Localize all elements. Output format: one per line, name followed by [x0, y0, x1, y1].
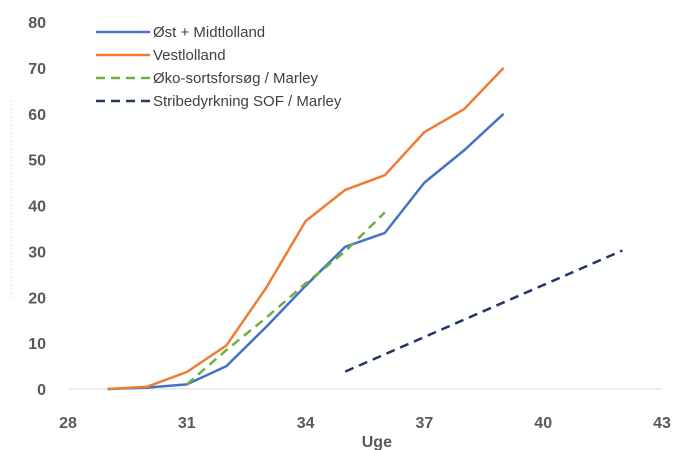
series-line-4: [344, 249, 623, 373]
y-tick-label: 0: [37, 382, 46, 399]
y-tick-label: 60: [28, 107, 46, 124]
legend-label: Øko-sortsforsøg / Marley: [153, 70, 319, 87]
series-line-2: [107, 67, 505, 391]
y-tick-label: 30: [28, 244, 46, 261]
legend-label: Stribedyrkning SOF / Marley: [153, 93, 342, 110]
x-tick-label: 34: [297, 415, 315, 432]
x-tick-label: 31: [178, 415, 196, 432]
x-tick-label: 28: [59, 415, 77, 432]
y-tick-label: 70: [28, 61, 46, 78]
legend-label: Øst + Midtlolland: [153, 24, 265, 41]
y-tick-label: 50: [28, 153, 46, 170]
x-tick-label: 40: [534, 415, 552, 432]
y-tick-label: 10: [28, 336, 46, 353]
y-tick-label: 80: [28, 15, 46, 32]
series-lines: [107, 67, 623, 391]
y-axis-ticks: 0 10 20 30 40 50 60 70 80: [28, 15, 46, 399]
series-line-1: [107, 112, 505, 391]
y-tick-label: 20: [28, 290, 46, 307]
y-tick-label: 40: [28, 199, 46, 216]
legend: Øst + Midtlolland Vestlolland Øko-sortsfor…: [96, 24, 342, 110]
x-tick-label: 43: [653, 415, 671, 432]
legend-label: Vestlolland: [153, 47, 226, 64]
series-line-3: [185, 211, 386, 386]
x-tick-label: 37: [416, 415, 434, 432]
x-axis-title: Uge: [362, 434, 392, 450]
x-axis-ticks: 28 31 34 37 40 43: [59, 415, 671, 432]
